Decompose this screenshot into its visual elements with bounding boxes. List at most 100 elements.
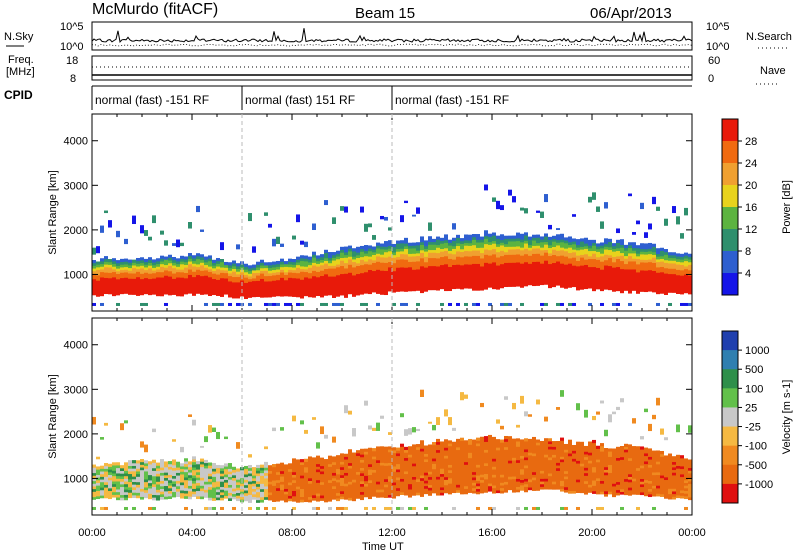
power-cell bbox=[516, 272, 520, 276]
power-cell bbox=[560, 255, 564, 259]
power-cell bbox=[544, 265, 548, 269]
nsky-line bbox=[91, 28, 693, 43]
power-cell bbox=[616, 282, 620, 286]
velocity-cell bbox=[508, 470, 512, 475]
velocity-cell bbox=[568, 445, 572, 449]
velocity-cell bbox=[476, 472, 480, 476]
velocity-cell bbox=[576, 479, 580, 483]
power-cell bbox=[432, 281, 436, 285]
power-cell bbox=[684, 252, 688, 256]
power-cell bbox=[116, 260, 120, 264]
velocity-cell-patch bbox=[208, 425, 212, 433]
power-cell bbox=[368, 264, 372, 268]
velocity-cell bbox=[564, 449, 568, 453]
power-cell bbox=[392, 254, 396, 258]
velocity-cell bbox=[412, 473, 416, 477]
velocity-cell bbox=[492, 458, 496, 462]
power-cell bbox=[596, 248, 600, 252]
power-cell bbox=[640, 269, 644, 274]
power-cell bbox=[524, 269, 528, 273]
velocity-cell bbox=[140, 483, 144, 487]
velocity-cell bbox=[404, 465, 408, 469]
velocity-cell bbox=[596, 480, 600, 484]
power-cell bbox=[368, 277, 372, 281]
power-cell bbox=[664, 270, 668, 274]
velocity-cell bbox=[488, 483, 492, 487]
velocity-cell bbox=[348, 451, 352, 456]
power-cell bbox=[192, 287, 196, 291]
velocity-cell bbox=[440, 465, 444, 469]
velocity-cell bbox=[196, 463, 200, 467]
velocity-cell bbox=[424, 458, 428, 463]
velocity-cell bbox=[340, 472, 344, 476]
velocity-cell bbox=[412, 463, 416, 467]
power-cell bbox=[344, 270, 348, 274]
power-cell bbox=[552, 259, 556, 264]
power-cell bbox=[272, 274, 276, 279]
velocity-cell bbox=[488, 445, 492, 449]
power-cell bbox=[368, 253, 372, 257]
velocity-cell bbox=[104, 492, 108, 496]
velocity-cell bbox=[232, 496, 236, 500]
velocity-cell bbox=[480, 463, 484, 467]
velocity-cell bbox=[292, 485, 296, 489]
velocity-cell bbox=[444, 487, 448, 491]
power-cell bbox=[264, 289, 268, 293]
power-cell bbox=[628, 252, 632, 257]
velocity-cell bbox=[192, 472, 196, 476]
power-cell bbox=[616, 263, 620, 268]
velocity-cell bbox=[220, 486, 224, 490]
power-cell bbox=[472, 260, 476, 264]
power-cell bbox=[680, 283, 684, 287]
velocity-cell bbox=[228, 489, 232, 493]
power-cell bbox=[144, 269, 148, 273]
power-cell bbox=[152, 264, 156, 268]
power-cell bbox=[500, 277, 504, 281]
power-cell bbox=[388, 261, 392, 265]
velocity-cell bbox=[392, 468, 396, 472]
power-cell bbox=[176, 279, 180, 283]
power-cell bbox=[400, 240, 404, 244]
power-cell bbox=[156, 274, 160, 278]
velocity-cell bbox=[208, 494, 212, 498]
power-cell bbox=[488, 273, 492, 277]
velocity-cell bbox=[500, 487, 504, 491]
velocity-cell bbox=[576, 463, 580, 467]
power-cell bbox=[492, 259, 496, 263]
velocity-cell bbox=[292, 495, 296, 499]
velocity-cell bbox=[252, 475, 256, 479]
power-cell bbox=[680, 280, 684, 284]
power-cell bbox=[328, 278, 332, 282]
power-cell bbox=[112, 279, 116, 283]
velocity-cell bbox=[592, 461, 596, 465]
power-cell bbox=[424, 277, 428, 281]
velocity-cell bbox=[532, 436, 536, 441]
power-cell bbox=[388, 253, 392, 257]
velocity-cell bbox=[396, 455, 400, 459]
power-cell bbox=[356, 249, 360, 253]
velocity-cell bbox=[400, 470, 404, 474]
velocity-cell bbox=[336, 457, 340, 461]
power-cell bbox=[276, 260, 280, 265]
velocity-cell bbox=[496, 452, 500, 456]
power-cell bbox=[396, 240, 400, 244]
power-cell bbox=[368, 266, 372, 270]
power-cell bbox=[364, 271, 368, 275]
velocity-cell bbox=[200, 466, 204, 470]
power-cell bbox=[92, 270, 96, 274]
power-cell bbox=[552, 273, 556, 277]
power-cell bbox=[200, 275, 204, 279]
power-cell bbox=[612, 245, 616, 249]
power-cell bbox=[640, 288, 644, 292]
velocity-cell-near bbox=[92, 506, 96, 510]
velocity-cell bbox=[584, 448, 588, 452]
velocity-cell bbox=[572, 487, 576, 491]
velocity-cell-near bbox=[400, 506, 404, 510]
power-cell bbox=[320, 291, 324, 295]
power-cell bbox=[448, 250, 452, 254]
power-cell bbox=[588, 261, 592, 265]
power-cell bbox=[660, 255, 664, 259]
velocity-cell-patch bbox=[528, 414, 532, 417]
power-cell bbox=[212, 273, 216, 277]
velocity-cell bbox=[540, 454, 544, 458]
